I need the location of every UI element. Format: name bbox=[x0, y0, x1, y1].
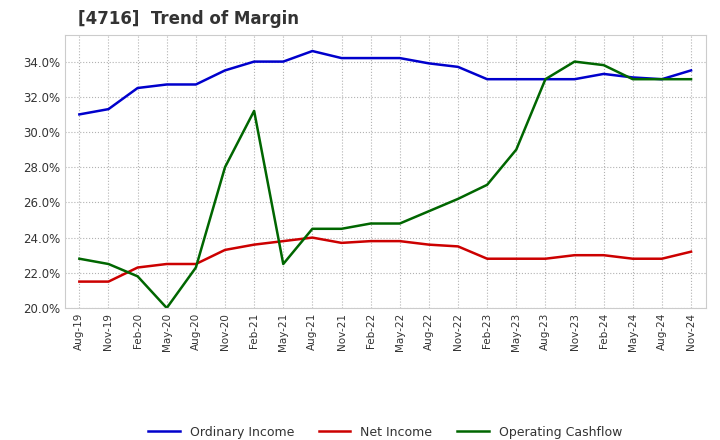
Ordinary Income bbox=[687, 68, 696, 73]
Ordinary Income bbox=[133, 85, 142, 91]
Net Income bbox=[220, 247, 229, 253]
Operating Cashflow bbox=[104, 261, 113, 267]
Net Income bbox=[337, 240, 346, 246]
Ordinary Income bbox=[629, 75, 637, 80]
Ordinary Income bbox=[541, 77, 550, 82]
Net Income bbox=[163, 261, 171, 267]
Ordinary Income bbox=[425, 61, 433, 66]
Operating Cashflow bbox=[220, 165, 229, 170]
Net Income bbox=[657, 256, 666, 261]
Net Income bbox=[629, 256, 637, 261]
Operating Cashflow bbox=[657, 77, 666, 82]
Ordinary Income bbox=[75, 112, 84, 117]
Line: Operating Cashflow: Operating Cashflow bbox=[79, 62, 691, 308]
Line: Ordinary Income: Ordinary Income bbox=[79, 51, 691, 114]
Operating Cashflow bbox=[599, 62, 608, 68]
Operating Cashflow bbox=[75, 256, 84, 261]
Operating Cashflow bbox=[570, 59, 579, 64]
Operating Cashflow bbox=[629, 77, 637, 82]
Net Income bbox=[570, 253, 579, 258]
Net Income bbox=[75, 279, 84, 284]
Operating Cashflow bbox=[192, 265, 200, 270]
Net Income bbox=[192, 261, 200, 267]
Ordinary Income bbox=[337, 55, 346, 61]
Line: Net Income: Net Income bbox=[79, 238, 691, 282]
Net Income bbox=[395, 238, 404, 244]
Net Income bbox=[308, 235, 317, 240]
Net Income bbox=[483, 256, 492, 261]
Ordinary Income bbox=[308, 48, 317, 54]
Ordinary Income bbox=[483, 77, 492, 82]
Ordinary Income bbox=[366, 55, 375, 61]
Ordinary Income bbox=[599, 71, 608, 77]
Net Income bbox=[454, 244, 462, 249]
Ordinary Income bbox=[279, 59, 287, 64]
Ordinary Income bbox=[395, 55, 404, 61]
Net Income bbox=[250, 242, 258, 247]
Operating Cashflow bbox=[279, 261, 287, 267]
Operating Cashflow bbox=[366, 221, 375, 226]
Operating Cashflow bbox=[512, 147, 521, 152]
Net Income bbox=[133, 265, 142, 270]
Operating Cashflow bbox=[308, 226, 317, 231]
Net Income bbox=[425, 242, 433, 247]
Net Income bbox=[104, 279, 113, 284]
Net Income bbox=[512, 256, 521, 261]
Operating Cashflow bbox=[687, 77, 696, 82]
Ordinary Income bbox=[192, 82, 200, 87]
Ordinary Income bbox=[220, 68, 229, 73]
Legend: Ordinary Income, Net Income, Operating Cashflow: Ordinary Income, Net Income, Operating C… bbox=[143, 421, 627, 440]
Text: [4716]  Trend of Margin: [4716] Trend of Margin bbox=[78, 10, 299, 28]
Ordinary Income bbox=[512, 77, 521, 82]
Ordinary Income bbox=[250, 59, 258, 64]
Operating Cashflow bbox=[163, 305, 171, 311]
Net Income bbox=[687, 249, 696, 254]
Ordinary Income bbox=[570, 77, 579, 82]
Operating Cashflow bbox=[250, 108, 258, 114]
Net Income bbox=[599, 253, 608, 258]
Operating Cashflow bbox=[454, 196, 462, 202]
Ordinary Income bbox=[163, 82, 171, 87]
Operating Cashflow bbox=[425, 209, 433, 214]
Net Income bbox=[279, 238, 287, 244]
Ordinary Income bbox=[657, 77, 666, 82]
Operating Cashflow bbox=[541, 77, 550, 82]
Net Income bbox=[366, 238, 375, 244]
Operating Cashflow bbox=[337, 226, 346, 231]
Net Income bbox=[541, 256, 550, 261]
Operating Cashflow bbox=[483, 182, 492, 187]
Operating Cashflow bbox=[133, 274, 142, 279]
Ordinary Income bbox=[454, 64, 462, 70]
Ordinary Income bbox=[104, 106, 113, 112]
Operating Cashflow bbox=[395, 221, 404, 226]
